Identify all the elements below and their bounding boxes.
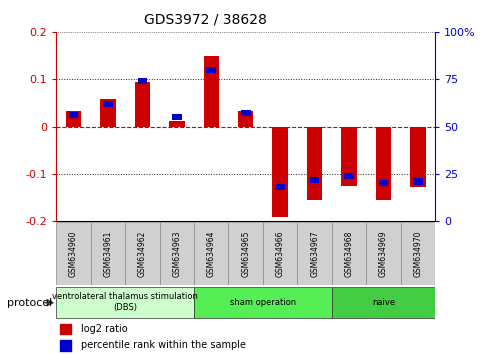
Bar [297,222,331,285]
Bar [169,121,184,127]
Text: GSM634969: GSM634969 [378,230,387,277]
Bar [100,99,116,127]
Text: GSM634966: GSM634966 [275,230,284,277]
Bar [344,173,353,179]
Bar [331,222,366,285]
Bar [206,67,216,73]
Bar [90,222,125,285]
Bar [159,222,194,285]
Text: GSM634963: GSM634963 [172,230,181,277]
Text: percentile rank within the sample: percentile rank within the sample [81,340,245,350]
Bar [68,112,78,118]
Bar [228,222,263,285]
Text: sham operation: sham operation [229,298,295,307]
Text: GSM634968: GSM634968 [344,230,353,277]
Text: ventrolateral thalamus stimulation
(DBS): ventrolateral thalamus stimulation (DBS) [52,292,198,312]
Bar [56,287,194,318]
Text: protocol: protocol [7,298,53,308]
Bar [341,127,356,186]
Text: naive: naive [371,298,394,307]
Bar [103,101,113,107]
Text: GDS3972 / 38628: GDS3972 / 38628 [143,12,266,27]
Text: GSM634964: GSM634964 [206,230,215,277]
Bar [125,222,159,285]
Bar [238,112,253,127]
Text: log2 ratio: log2 ratio [81,324,127,334]
Bar [263,222,297,285]
Bar [309,177,319,183]
Bar [275,184,285,190]
Bar [137,78,147,84]
Bar [65,111,81,127]
Bar [241,110,250,116]
Text: GSM634970: GSM634970 [413,230,422,277]
Bar [375,127,390,200]
Bar [409,127,425,187]
Bar [366,222,400,285]
Bar [60,340,70,350]
Bar [60,324,70,335]
Bar [203,56,219,127]
Bar [194,222,228,285]
Text: GSM634960: GSM634960 [69,230,78,277]
Bar [306,127,322,200]
Bar [412,178,422,184]
Bar [56,222,90,285]
Bar [378,180,387,187]
Text: GSM634962: GSM634962 [138,230,146,277]
Bar [331,287,434,318]
Bar [134,81,150,127]
Text: GSM634961: GSM634961 [103,230,112,277]
Text: GSM634967: GSM634967 [309,230,319,277]
Bar [194,287,331,318]
Bar [400,222,434,285]
Bar [272,127,287,217]
Text: GSM634965: GSM634965 [241,230,250,277]
Bar [172,114,181,120]
